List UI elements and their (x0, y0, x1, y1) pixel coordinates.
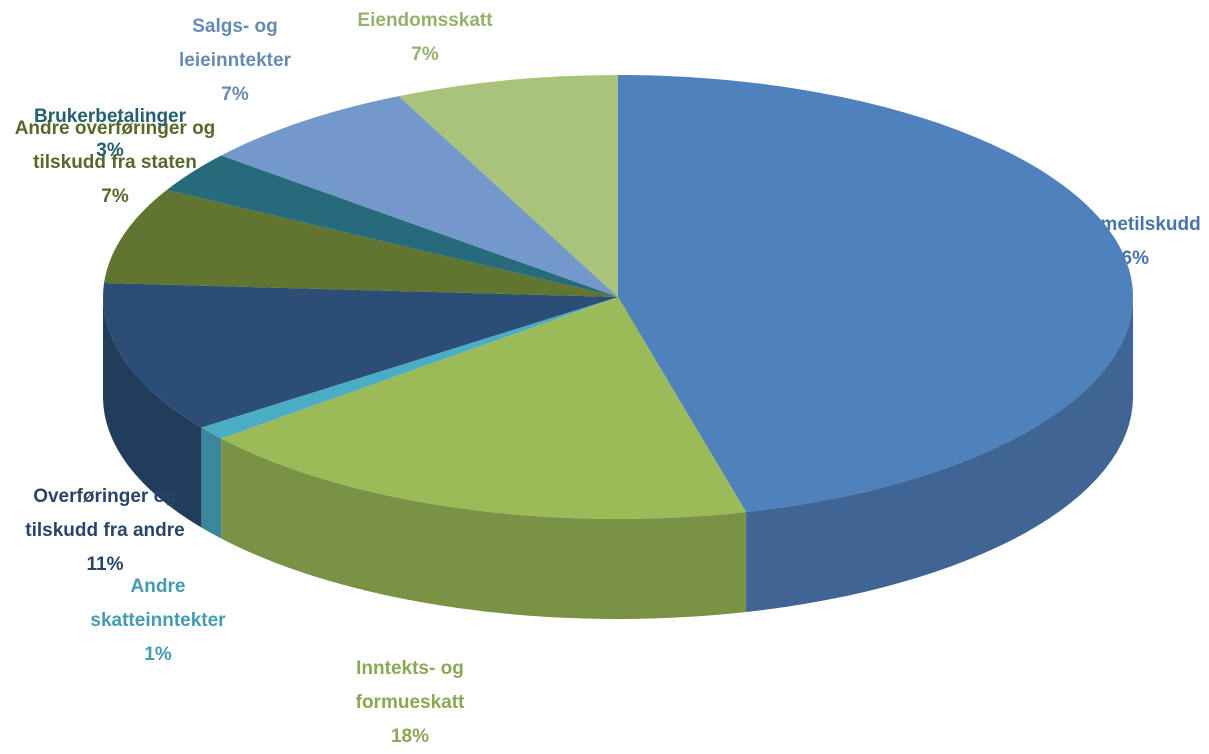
label-name: Salgs- og leieinntekter (179, 16, 291, 71)
label-value: 7% (411, 44, 439, 65)
slice (201, 297, 618, 439)
slice (221, 96, 619, 298)
slice-side (103, 297, 202, 528)
data-label: Brukerbetalinger 3% (25, 100, 195, 168)
label-name: Eiendomsskatt (357, 10, 493, 31)
data-label: Inntekts- og formueskatt 18% (325, 652, 495, 754)
slice-side (221, 438, 747, 619)
slice-side (201, 427, 222, 539)
label-name: Andre overføringer og tilskudd fra state… (14, 118, 216, 173)
data-label: Overføringer og tilskudd fra andre 11% (0, 480, 213, 582)
slice (221, 297, 747, 519)
label-value: 18% (390, 726, 430, 747)
slice (103, 283, 619, 428)
data-label: Eiendomsskatt 7% (340, 4, 510, 72)
slice-side (746, 297, 1133, 613)
label-value: 1% (144, 644, 172, 665)
label-value: 3% (96, 140, 124, 161)
label-value: 7% (101, 186, 129, 207)
label-name: Overføringer og tilskudd fra andre (25, 486, 185, 541)
slice (398, 75, 618, 297)
data-label: Andre skatteinntekter 1% (73, 570, 243, 672)
label-name: Brukerbetalinger (33, 106, 187, 127)
label-name: Inntekts- og formueskatt (355, 658, 465, 713)
label-name: Andre skatteinntekter (90, 576, 226, 631)
label-value: 11% (86, 554, 124, 575)
slice (104, 190, 618, 297)
slice (618, 75, 1134, 513)
slice (166, 155, 618, 297)
data-label: Andre overføringer og tilskudd fra state… (3, 112, 228, 214)
data-label: Salgs- og leieinntekter 7% (155, 10, 315, 112)
label-value: 7% (221, 84, 249, 105)
